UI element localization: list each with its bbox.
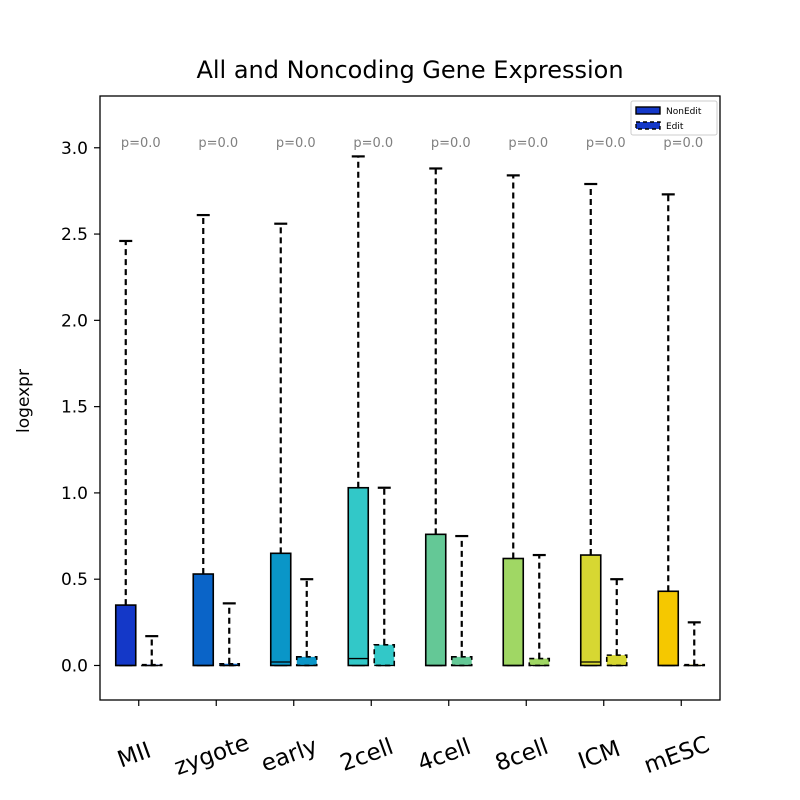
legend-label-nonedit: NonEdit: [666, 107, 702, 117]
box-edit-4cell: [450, 534, 473, 667]
y-tick-label: 3.0: [61, 139, 88, 159]
y-tick-label: 1.0: [61, 484, 88, 504]
box-nonedit-mesc: [657, 193, 680, 667]
pvalue-label: p=0.0: [121, 136, 161, 151]
box-body: [502, 557, 525, 667]
box-nonedit-early: [269, 222, 292, 667]
pvalue-label: p=0.0: [431, 136, 471, 151]
box-nonedit-4cell: [424, 167, 447, 667]
x-tick-label: 4cell: [414, 734, 474, 777]
pvalue-label: p=0.0: [586, 136, 626, 151]
box-body: [528, 657, 551, 667]
legend-swatch-nonedit: [635, 106, 661, 115]
box-body: [605, 654, 628, 667]
box-body: [450, 656, 473, 667]
box-edit-mesc: [683, 621, 706, 667]
box-body: [269, 552, 292, 667]
box-body: [114, 604, 137, 667]
box-body: [347, 486, 370, 667]
box-body: [424, 533, 447, 667]
legend-label-edit: Edit: [666, 122, 684, 132]
pvalue-label: p=0.0: [663, 136, 703, 151]
box-nonedit-zygote: [192, 213, 215, 667]
x-tick-label: zygote: [171, 730, 253, 781]
x-tick-label: mESC: [641, 732, 713, 780]
y-axis-label: logexpr: [14, 369, 34, 433]
box-edit-icm: [605, 578, 628, 667]
box-body: [295, 656, 318, 667]
box-body: [657, 590, 680, 667]
box-nonedit-8cell: [502, 174, 525, 667]
box-edit-2cell: [373, 486, 396, 667]
pvalue-label: p=0.0: [276, 136, 316, 151]
box-nonedit-2cell: [347, 155, 370, 667]
box-edit-early: [295, 578, 318, 667]
box-edit-mii: [140, 635, 163, 667]
pvalue-label: p=0.0: [353, 136, 393, 151]
x-tick-label: 2cell: [337, 734, 397, 777]
pvalue-label: p=0.0: [198, 136, 238, 151]
legend: NonEdit Edit: [630, 100, 718, 136]
box-body: [373, 643, 396, 667]
pvalue-label: p=0.0: [508, 136, 548, 151]
x-tick-label: 8cell: [492, 734, 552, 777]
x-tick-label: early: [258, 733, 321, 777]
x-tick-label: ICM: [575, 736, 624, 775]
box-edit-zygote: [218, 602, 241, 667]
plot-frame: [99, 95, 721, 701]
box-body: [192, 573, 215, 667]
y-tick-label: 1.5: [61, 398, 88, 418]
y-tick-label: 2.5: [61, 225, 88, 245]
legend-swatch-edit: [635, 121, 661, 130]
box-edit-8cell: [528, 553, 551, 667]
x-tick-label: MII: [114, 737, 154, 773]
plot-area: 0.0 0.5 1.0 1.5 2.0 2.5 3.0 MII zygote early 2cell…: [61, 136, 713, 781]
box-nonedit-mii: [114, 239, 137, 667]
y-tick-label: 0.0: [61, 656, 88, 676]
box-nonedit-icm: [579, 182, 602, 667]
y-tick-label: 0.5: [61, 570, 88, 590]
y-tick-label: 2.0: [61, 311, 88, 331]
box-body: [579, 554, 602, 667]
chart-title: All and Noncoding Gene Expression: [196, 56, 623, 84]
